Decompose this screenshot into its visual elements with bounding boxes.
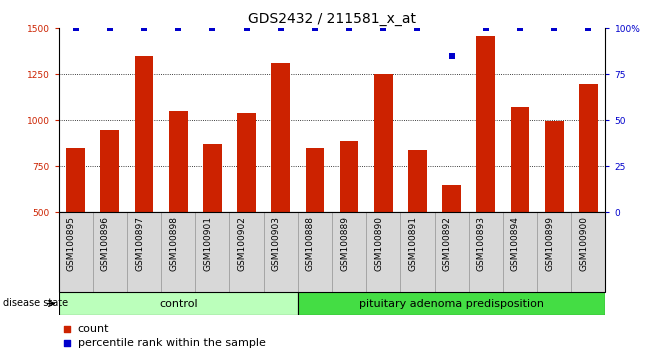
Text: GSM100901: GSM100901 — [203, 216, 212, 272]
Bar — [66, 148, 85, 212]
Point — [549, 25, 559, 31]
Bar — [340, 141, 359, 212]
Text: GSM100899: GSM100899 — [545, 216, 554, 272]
Text: GSM100894: GSM100894 — [511, 216, 520, 271]
Text: disease state: disease state — [3, 298, 68, 308]
Bar — [545, 121, 564, 212]
Bar — [434, 212, 469, 292]
Point — [139, 25, 149, 31]
Bar — [59, 292, 298, 315]
Text: count: count — [77, 324, 109, 334]
Point — [242, 25, 252, 31]
Text: GSM100889: GSM100889 — [340, 216, 349, 272]
Bar — [400, 212, 435, 292]
Point — [62, 341, 72, 346]
Point — [378, 25, 389, 31]
Bar — [332, 212, 366, 292]
Title: GDS2432 / 211581_x_at: GDS2432 / 211581_x_at — [248, 12, 416, 26]
Bar — [572, 212, 605, 292]
Bar — [237, 113, 256, 212]
Point — [173, 25, 184, 31]
Text: GSM100896: GSM100896 — [101, 216, 110, 272]
Text: GSM100891: GSM100891 — [408, 216, 417, 272]
Bar — [298, 292, 605, 315]
Bar — [92, 212, 127, 292]
Bar — [229, 212, 264, 292]
Text: GSM100898: GSM100898 — [169, 216, 178, 272]
Bar — [169, 111, 187, 212]
Point — [105, 25, 115, 31]
Text: GSM100900: GSM100900 — [579, 216, 589, 272]
Point — [515, 25, 525, 31]
Bar — [161, 212, 195, 292]
Text: GSM100893: GSM100893 — [477, 216, 486, 272]
Text: GSM100902: GSM100902 — [238, 216, 247, 271]
Bar — [510, 108, 529, 212]
Point — [412, 25, 422, 31]
Text: GSM100903: GSM100903 — [271, 216, 281, 272]
Text: GSM100888: GSM100888 — [306, 216, 315, 272]
Point — [310, 25, 320, 31]
Text: control: control — [159, 298, 197, 309]
Text: percentile rank within the sample: percentile rank within the sample — [77, 338, 266, 348]
Bar — [271, 63, 290, 212]
Bar — [135, 56, 154, 212]
Point — [583, 25, 594, 31]
Text: GSM100892: GSM100892 — [443, 216, 452, 271]
Bar — [100, 130, 119, 212]
Bar — [203, 144, 222, 212]
Bar — [305, 148, 324, 212]
Point — [275, 25, 286, 31]
Text: pituitary adenoma predisposition: pituitary adenoma predisposition — [359, 298, 544, 309]
Bar — [408, 150, 427, 212]
Bar — [477, 36, 495, 212]
Bar — [195, 212, 229, 292]
Point — [447, 53, 457, 59]
Point — [207, 25, 217, 31]
Bar — [59, 212, 92, 292]
Bar — [366, 212, 400, 292]
Bar — [579, 84, 598, 212]
Bar — [264, 212, 298, 292]
Bar — [503, 212, 537, 292]
Bar — [442, 185, 461, 212]
Bar — [374, 74, 393, 212]
Text: GSM100895: GSM100895 — [66, 216, 76, 272]
Text: GSM100897: GSM100897 — [135, 216, 144, 272]
Point — [344, 25, 354, 31]
Point — [480, 25, 491, 31]
Bar — [298, 212, 332, 292]
Bar — [537, 212, 572, 292]
Point — [70, 25, 81, 31]
Text: GSM100890: GSM100890 — [374, 216, 383, 272]
Bar — [469, 212, 503, 292]
Bar — [127, 212, 161, 292]
Point — [62, 326, 72, 332]
